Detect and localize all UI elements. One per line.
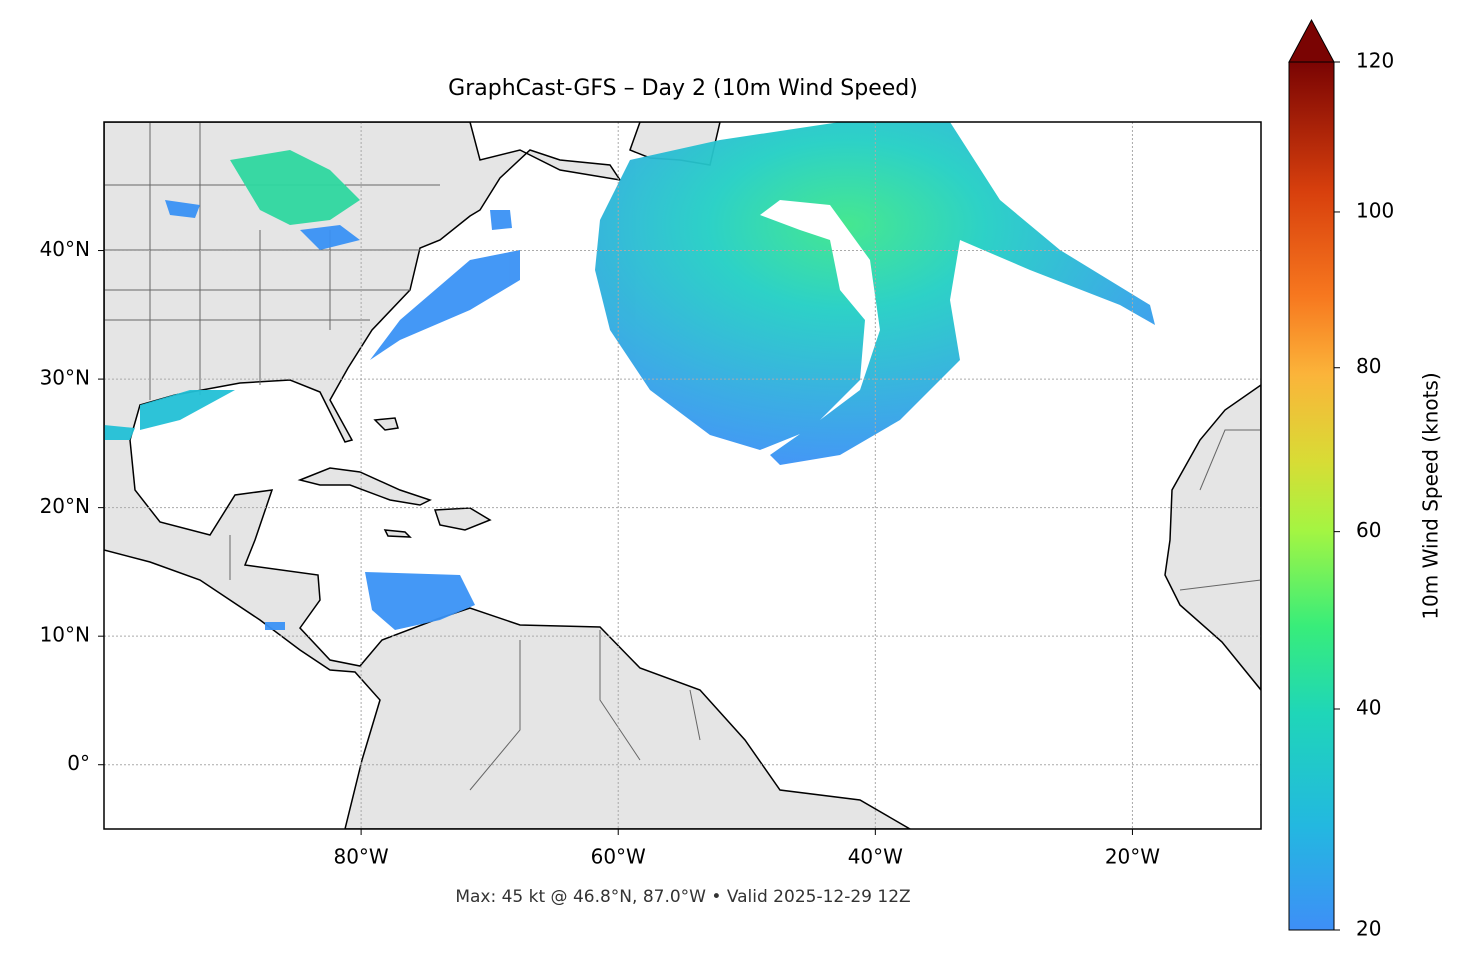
x-tick-label: 40°W xyxy=(848,845,903,869)
map-frame xyxy=(103,121,1262,830)
colorbar-tick-label: 60 xyxy=(1356,518,1381,542)
colorbar-scale xyxy=(1288,61,1335,931)
y-tick-label: 40°N xyxy=(40,237,90,261)
x-tick-label: 60°W xyxy=(591,845,646,869)
y-tick-label: 10°N xyxy=(40,623,90,647)
footer-note: Max: 45 kt @ 46.8°N, 87.0°W • Valid 2025… xyxy=(455,887,910,907)
hispaniola xyxy=(433,507,492,531)
land xyxy=(104,122,912,829)
colorbar-extend xyxy=(1288,18,1335,63)
colorbar: 20 40 60 80 100 120 10m Wind Speed (knots) xyxy=(1288,18,1443,941)
land xyxy=(1164,384,1261,692)
colorbar-tick-label: 40 xyxy=(1356,695,1381,719)
colorbar-tick-label: 20 xyxy=(1356,917,1381,941)
y-tick-label: 0° xyxy=(67,751,90,775)
colorbar-tick-label: 100 xyxy=(1356,198,1394,222)
axis-ticks: 80°W 60°W 40°W 20°W 0° 10°N 20°N 30°N 40°N xyxy=(40,237,1161,868)
y-tick-label: 20°N xyxy=(40,494,90,518)
gridlines xyxy=(104,122,1261,829)
colorbar-tick-label: 80 xyxy=(1356,354,1381,378)
x-tick-label: 80°W xyxy=(333,845,388,869)
island xyxy=(373,417,399,431)
cuba xyxy=(297,467,432,506)
y-tick-label: 30°N xyxy=(40,366,90,390)
map-area xyxy=(104,122,1261,829)
map-title: GraphCast-GFS – Day 2 (10m Wind Speed) xyxy=(448,76,918,101)
colorbar-ticks: 20 40 60 80 100 120 xyxy=(1334,49,1394,941)
wind-field xyxy=(104,122,1155,630)
colorbar-label: 10m Wind Speed (knots) xyxy=(1419,372,1443,619)
island xyxy=(383,529,412,538)
colorbar-tick-label: 120 xyxy=(1356,49,1394,73)
x-tick-label: 20°W xyxy=(1105,845,1160,869)
